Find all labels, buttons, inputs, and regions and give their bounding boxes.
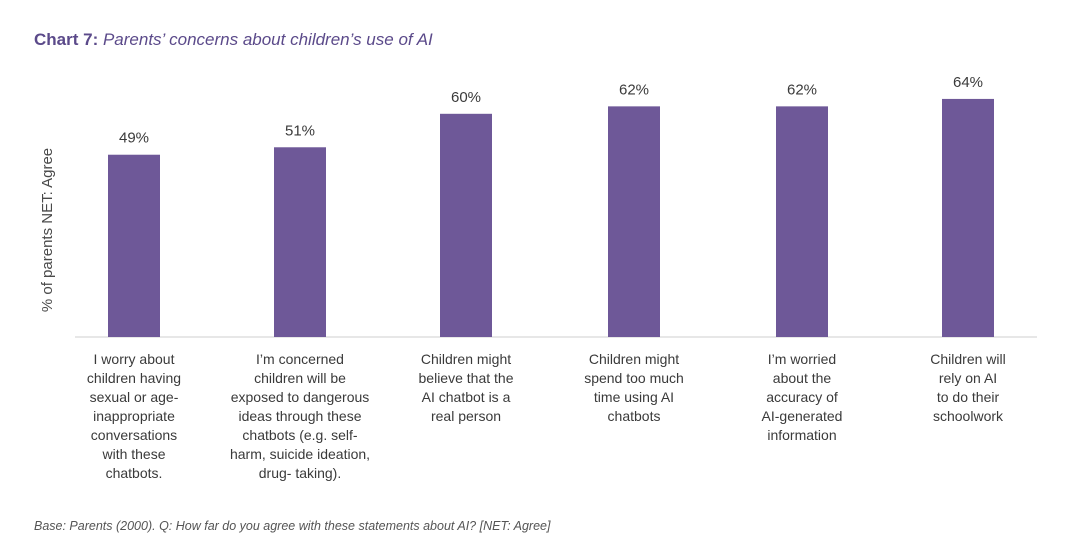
x-tick-label-line: chatbots (e.g. self- (242, 427, 358, 443)
x-tick-label-line: time using AI (593, 389, 675, 405)
x-tick-label-line: accuracy of (766, 389, 838, 405)
x-tick-label-line: chatbots (607, 408, 661, 424)
x-tick-label-line: information (767, 427, 837, 443)
bars-group: 49% 51% 60% 62% 62% 64% (108, 74, 994, 337)
x-tick-label-line: AI chatbot is a (421, 389, 511, 405)
x-tick-label-line: Children might (420, 351, 512, 367)
bar-value-label-3: 60% (451, 89, 481, 106)
x-tick-label-line: children will be (254, 370, 346, 386)
x-tick-label-line: ideas through these (238, 408, 362, 424)
chart-title-prefix: Chart 7: (34, 30, 99, 49)
bar-1 (108, 154, 160, 337)
bar-6 (942, 98, 994, 337)
x-tick-label-line: schoolwork (932, 408, 1004, 424)
x-tick-label-line: Children will (930, 351, 1006, 367)
bar-value-label-4: 62% (619, 81, 649, 98)
x-tick-label-line: chatbots. (105, 465, 163, 481)
chart-title: Chart 7: Parents’ concerns about childre… (34, 30, 433, 50)
bar-value-label-6: 64% (953, 74, 983, 91)
x-tick-label-line: spend too much (584, 370, 684, 386)
x-tick-label-line: drug- taking). (258, 465, 342, 481)
x-tick-label-line: rely on AI (938, 370, 998, 386)
x-tick-label-line: with these (102, 446, 166, 462)
bar-4 (608, 106, 660, 337)
chart-title-text: Parents’ concerns about children’s use o… (102, 30, 433, 49)
footnote: Base: Parents (2000). Q: How far do you … (34, 519, 551, 533)
bar-value-label-1: 49% (119, 130, 149, 147)
x-tick-label-1: I worry about children having sexual or ag… (59, 350, 209, 483)
x-tick-label-line: harm, suicide ideation, (229, 446, 371, 462)
bar-chart: % of parents NET: Agree 49% 51% 60% 62% 62% 6… (39, 74, 1037, 338)
x-tick-label-line: Children might (588, 351, 680, 367)
x-tick-label-line: I’m worried (767, 351, 837, 367)
x-tick-label-line: believe that the (418, 370, 514, 386)
x-tick-label-line: inappropriate (93, 408, 175, 424)
x-tick-label-line: real person (430, 408, 502, 424)
x-tick-label-line: to do their (936, 389, 1000, 405)
x-tick-label-line: exposed to dangerous (230, 389, 370, 405)
bar-3 (440, 113, 492, 337)
x-tick-label-4: Children might spend too much time using A… (559, 350, 709, 426)
x-tick-label-line: about the (772, 370, 832, 386)
bar-value-label-5: 62% (787, 81, 817, 98)
bar-2 (274, 147, 326, 337)
x-tick-label-5: I’m worried about the accuracy of AI-genera… (727, 350, 877, 445)
x-tick-label-2: I’m concerned children will be exposed to … (225, 350, 375, 483)
x-tick-label-line: sexual or age- (89, 389, 179, 405)
x-tick-label-line: children having (86, 370, 182, 386)
y-axis-label: % of parents NET: Agree (39, 148, 56, 312)
bar-5 (776, 106, 828, 337)
bar-value-label-2: 51% (285, 122, 315, 139)
x-tick-label-6: Children will rely on AI to do their school… (893, 350, 1043, 426)
x-tick-label-line: AI-generated (761, 408, 843, 424)
x-tick-label-line: I’m concerned (256, 351, 344, 367)
x-tick-label-line: conversations (90, 427, 178, 443)
x-tick-label-line: I worry about (93, 351, 175, 367)
x-tick-label-3: Children might believe that the AI chatbot… (391, 350, 541, 426)
